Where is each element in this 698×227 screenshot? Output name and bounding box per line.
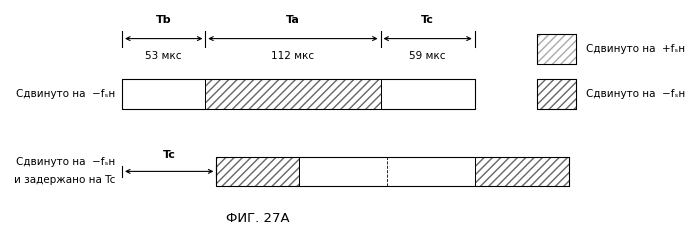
Bar [299,157,475,186]
Text: Сдвинуто на  −fₛʜ: Сдвинуто на −fₛʜ [586,89,685,99]
Bar [122,79,205,109]
Text: 53 мкс: 53 мкс [145,51,182,61]
Text: Сдвинуто на  −fₛʜ: Сдвинуто на −fₛʜ [16,89,115,99]
Bar [475,157,569,186]
Text: Сдвинуто на  +fₛʜ: Сдвинуто на +fₛʜ [586,44,685,54]
Bar [537,34,576,64]
Bar [380,79,475,109]
Text: 59 мкс: 59 мкс [409,51,446,61]
Text: и задержано на Tc: и задержано на Tc [14,175,115,185]
Bar [205,79,380,109]
Text: ФИГ. 27А: ФИГ. 27А [226,212,290,225]
Text: Tc: Tc [163,150,176,160]
Bar [537,34,576,64]
Text: Tb: Tb [156,15,172,25]
Text: Tc: Tc [421,15,434,25]
Bar [216,157,299,186]
Bar [475,157,569,186]
Bar [537,34,576,64]
Text: Сдвинуто на  −fₛʜ: Сдвинуто на −fₛʜ [16,157,115,167]
Bar [216,157,299,186]
Bar [216,157,569,186]
Bar [537,79,576,109]
Bar [537,79,576,109]
Bar [205,79,380,109]
Bar [537,79,576,109]
Bar [122,79,475,109]
Text: Ta: Ta [286,15,300,25]
Text: 112 мкс: 112 мкс [272,51,315,61]
